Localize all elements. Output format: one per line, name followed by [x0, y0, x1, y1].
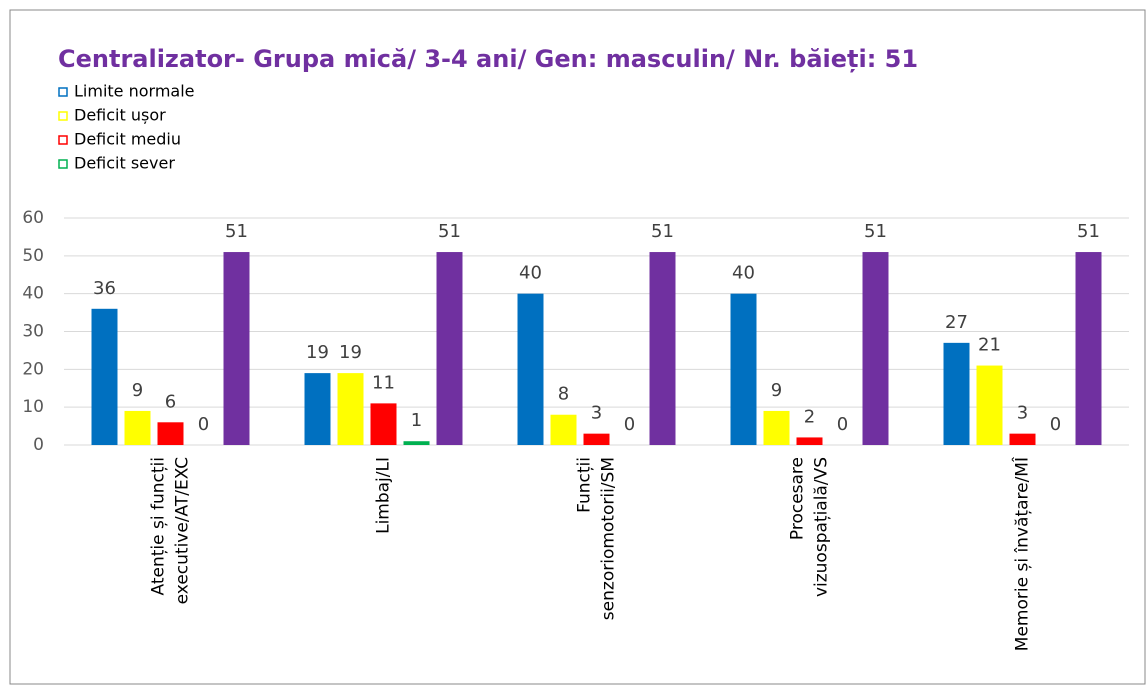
- data-label: 6: [165, 391, 176, 412]
- y-tick-label: 60: [22, 208, 44, 228]
- bar: [550, 414, 577, 445]
- data-label: 0: [198, 414, 209, 435]
- y-tick-label: 10: [22, 397, 44, 417]
- data-label: 9: [132, 380, 143, 401]
- legend-label: Deficit sever: [74, 154, 175, 173]
- data-label: 51: [1077, 221, 1100, 242]
- x-tick-label: senzoriomotorii/SM: [599, 457, 619, 620]
- data-label: 27: [945, 312, 968, 333]
- bar: [976, 365, 1003, 445]
- data-label: 0: [624, 414, 635, 435]
- data-label: 51: [864, 221, 887, 242]
- bar: [1075, 252, 1102, 445]
- data-label: 40: [732, 263, 755, 284]
- data-label: 36: [93, 278, 116, 299]
- data-label: 9: [771, 380, 782, 401]
- x-tick-label: executive/AT/EXC: [173, 457, 193, 604]
- legend-label: Deficit ușor: [74, 106, 166, 125]
- x-tick-label: Funcții: [575, 457, 595, 513]
- data-label: 51: [438, 221, 461, 242]
- x-tick-label: vizuospațială/VS: [812, 457, 832, 597]
- data-label: 3: [1017, 403, 1028, 424]
- legend-label: Limite normale: [74, 82, 195, 101]
- data-label: 0: [837, 414, 848, 435]
- legend-swatch: [58, 135, 68, 145]
- data-label: 1: [411, 410, 422, 431]
- y-tick-label: 40: [22, 284, 44, 304]
- y-tick-label: 30: [22, 322, 44, 342]
- data-label: 21: [978, 335, 1001, 356]
- legend-swatch: [58, 159, 68, 169]
- bar: [436, 252, 463, 445]
- chart-title: Centralizator- Grupa mică/ 3-4 ani/ Gen:…: [58, 45, 918, 73]
- data-label: 19: [339, 342, 362, 363]
- bar: [583, 433, 610, 445]
- bar: [157, 422, 184, 445]
- x-tick-label: Atenție și funcții: [149, 457, 169, 595]
- data-label: 3: [591, 403, 602, 424]
- x-tick-label: Procesare: [788, 457, 808, 540]
- legend-swatch: [58, 111, 68, 121]
- bar: [1009, 433, 1036, 445]
- legend-swatch: [58, 87, 68, 97]
- bar: [517, 293, 544, 445]
- data-label: 51: [651, 221, 674, 242]
- x-tick-label: Limbaj/LI: [374, 457, 394, 534]
- data-label: 8: [558, 384, 569, 405]
- y-tick-label: 50: [22, 246, 44, 266]
- bar: [370, 403, 397, 445]
- x-tick-label: Memorie și învățare/MÎ: [1011, 456, 1033, 651]
- bar: [337, 373, 364, 445]
- bar: [862, 252, 889, 445]
- data-label: 51: [225, 221, 248, 242]
- bar: [223, 252, 250, 445]
- bar: [403, 441, 430, 445]
- bar: [91, 308, 118, 445]
- y-tick-label: 0: [33, 435, 44, 455]
- bar: [649, 252, 676, 445]
- data-label: 0: [1050, 414, 1061, 435]
- data-label: 2: [804, 406, 815, 427]
- bar: [796, 437, 823, 445]
- bar: [943, 342, 970, 445]
- data-label: 40: [519, 263, 542, 284]
- data-label: 19: [306, 342, 329, 363]
- bar: [730, 293, 757, 445]
- y-tick-label: 20: [22, 359, 44, 379]
- bar: [763, 410, 790, 445]
- legend-label: Deficit mediu: [74, 130, 181, 149]
- data-label: 11: [372, 372, 395, 393]
- bar: [304, 373, 331, 445]
- bar: [124, 410, 151, 445]
